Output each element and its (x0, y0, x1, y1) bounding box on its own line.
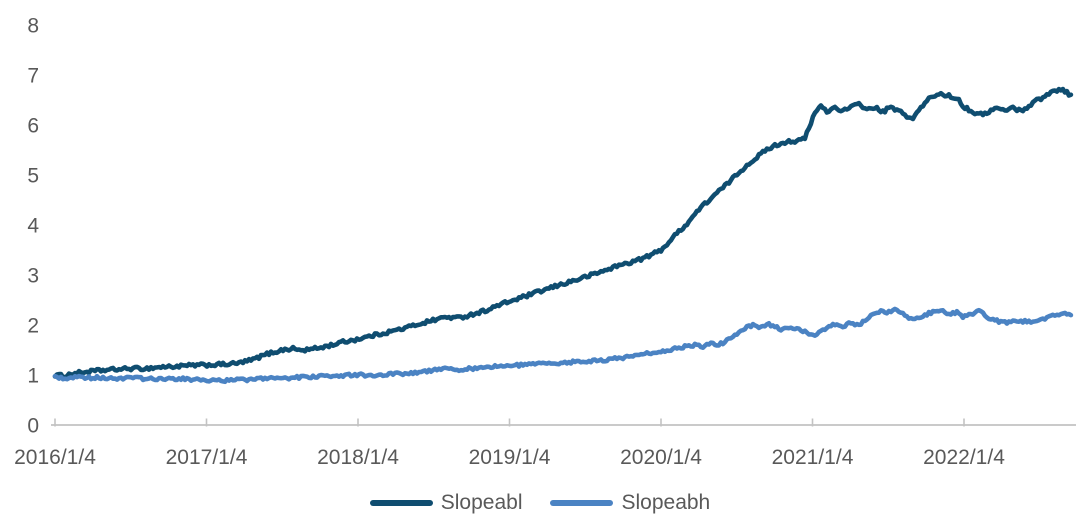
x-axis-tick-label: 2020/1/4 (620, 446, 702, 469)
y-axis-tick-label: 8 (27, 15, 39, 38)
y-axis-tick-label: 3 (27, 265, 39, 288)
y-axis-tick-label: 4 (27, 215, 39, 238)
x-axis-tick-label: 2018/1/4 (317, 446, 399, 469)
y-axis-tick-label: 1 (27, 365, 39, 388)
y-axis-tick-label: 2 (27, 315, 39, 338)
legend-item-slopeabh: Slopeabh (550, 492, 710, 513)
chart-legend: Slopeabl Slopeabh (0, 492, 1080, 513)
series-line-slopeabl (52, 86, 1074, 380)
legend-label-slopeabl: Slopeabl (440, 491, 523, 514)
legend-swatch-slopeabh-line (550, 499, 614, 506)
x-axis-tick-label: 2016/1/4 (14, 446, 96, 469)
x-axis-tick-label: 2017/1/4 (166, 446, 248, 469)
y-axis-tick-label: 5 (27, 165, 39, 188)
legend-item-slopeabl: Slopeabl (369, 491, 523, 514)
y-axis-tick-label: 6 (27, 115, 39, 138)
x-axis-tick-label: 2021/1/4 (772, 446, 854, 469)
series-line-slopeabh (52, 306, 1074, 385)
y-axis-tick-label: 7 (27, 65, 39, 88)
x-axis-tick-label: 2022/1/4 (923, 446, 1005, 469)
legend-swatch-slopeabl-line (369, 499, 433, 506)
legend-label-slopeabh: Slopeabh (621, 491, 711, 514)
x-axis-tick-label: 2019/1/4 (469, 446, 551, 469)
y-axis-tick-label: 0 (27, 415, 39, 438)
